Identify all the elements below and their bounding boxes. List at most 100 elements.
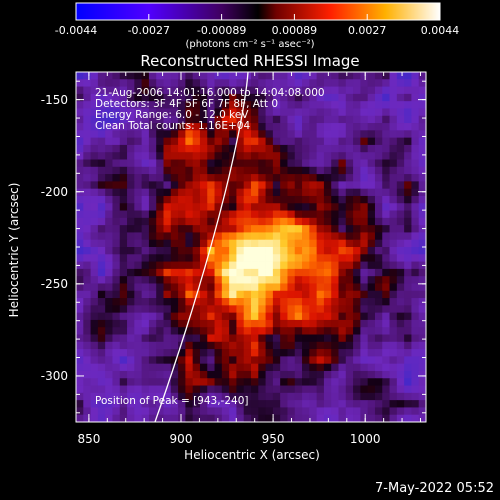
heatmap-cell [214,385,223,394]
heatmap-cell [170,290,179,299]
y-tick-label: -300 [40,368,68,383]
heatmap-cell [272,86,281,95]
heatmap-cell [170,217,179,226]
heatmap-cell [199,93,208,102]
heatmap-cell [251,400,259,408]
heatmap-cell [178,283,186,292]
heatmap-cell [97,195,106,204]
heatmap-cell [170,188,179,197]
heatmap-cell [127,254,135,262]
heatmap-cell [192,101,201,109]
colorbar [75,2,441,21]
heatmap-cell [280,203,288,211]
heatmap-cell [258,341,266,350]
heatmap-cell [97,239,106,248]
heatmap-cell [199,407,208,416]
heatmap-cell [76,385,84,394]
heatmap-cell [309,188,318,197]
heatmap-cell [97,232,106,241]
heatmap-cell [207,400,215,408]
heatmap-cell [396,101,405,109]
heatmap-cell [83,86,91,95]
heatmap-cell [367,400,376,408]
heatmap-cell [76,349,84,357]
heatmap-cell [272,108,281,117]
heatmap-cell [389,195,398,204]
heatmap-cell [265,363,274,372]
heatmap-cell [396,414,405,423]
heatmap-cell [185,152,194,160]
heatmap-cell [163,203,172,211]
heatmap-cell [258,414,266,423]
heatmap-cell [148,93,157,102]
heatmap-cell [411,305,420,314]
heatmap-cell [207,247,215,255]
heatmap-cell [302,247,310,255]
heatmap-cell [178,385,186,394]
heatmap-cell [185,261,194,270]
heatmap-cell [396,130,405,139]
heatmap-cell [105,72,113,80]
heatmap-cell [90,312,99,321]
heatmap-cell [105,166,113,175]
heatmap-cell [404,319,412,328]
heatmap-cell [214,370,223,379]
heatmap-cell [97,101,106,109]
heatmap-cell [294,225,303,233]
heatmap-cell [141,276,150,284]
heatmap-cell [97,254,106,262]
heatmap-cell [170,385,179,394]
heatmap-cell [134,363,143,372]
heatmap-cell [374,225,383,233]
heatmap-cell [251,181,259,190]
heatmap-cell [367,101,376,109]
heatmap-cell [112,152,121,160]
heatmap-cell [309,203,318,211]
heatmap-cell [280,93,288,102]
heatmap-cell [178,101,186,109]
heatmap-cell [360,254,369,262]
heatmap-cell [105,385,113,394]
heatmap-cell [382,392,390,401]
heatmap-cell [404,181,412,190]
heatmap-cell [112,400,121,408]
heatmap-cell [185,174,194,182]
heatmap-cell [90,108,99,117]
heatmap-cell [345,181,354,190]
heatmap-cell [105,312,113,321]
heatmap-cell [396,349,405,357]
heatmap-cell [294,334,303,343]
heatmap-cell [374,341,383,350]
heatmap-cell [229,319,237,328]
heatmap-cell [251,319,259,328]
heatmap-cell [360,188,369,197]
heatmap-cell [382,108,390,117]
heatmap-cell [258,166,266,175]
heatmap-cell [243,86,252,95]
heatmap-cell [360,115,369,124]
heatmap-cell [90,276,99,284]
heatmap-cell [367,217,376,226]
heatmap-cell [236,356,245,365]
heatmap-cell [396,407,405,416]
heatmap-cell [309,312,318,321]
heatmap-cell [323,188,332,197]
heatmap-cell [127,144,135,153]
heatmap-cell [229,305,237,314]
heatmap-cell [272,312,281,321]
heatmap-cell [272,159,281,168]
heatmap-cell [112,268,121,277]
heatmap-cell [127,86,135,95]
heatmap-cell [207,144,215,153]
heatmap-cell [243,247,252,255]
heatmap-cell [236,115,245,124]
heatmap-cell [83,195,91,204]
heatmap-cell [353,392,361,401]
heatmap-cell [316,276,325,284]
heatmap-cell [148,232,157,241]
heatmap-cell [396,327,405,335]
heatmap-cell [148,210,157,219]
heatmap-cell [163,159,172,168]
heatmap-cell [345,247,354,255]
heatmap-cell [199,123,208,131]
